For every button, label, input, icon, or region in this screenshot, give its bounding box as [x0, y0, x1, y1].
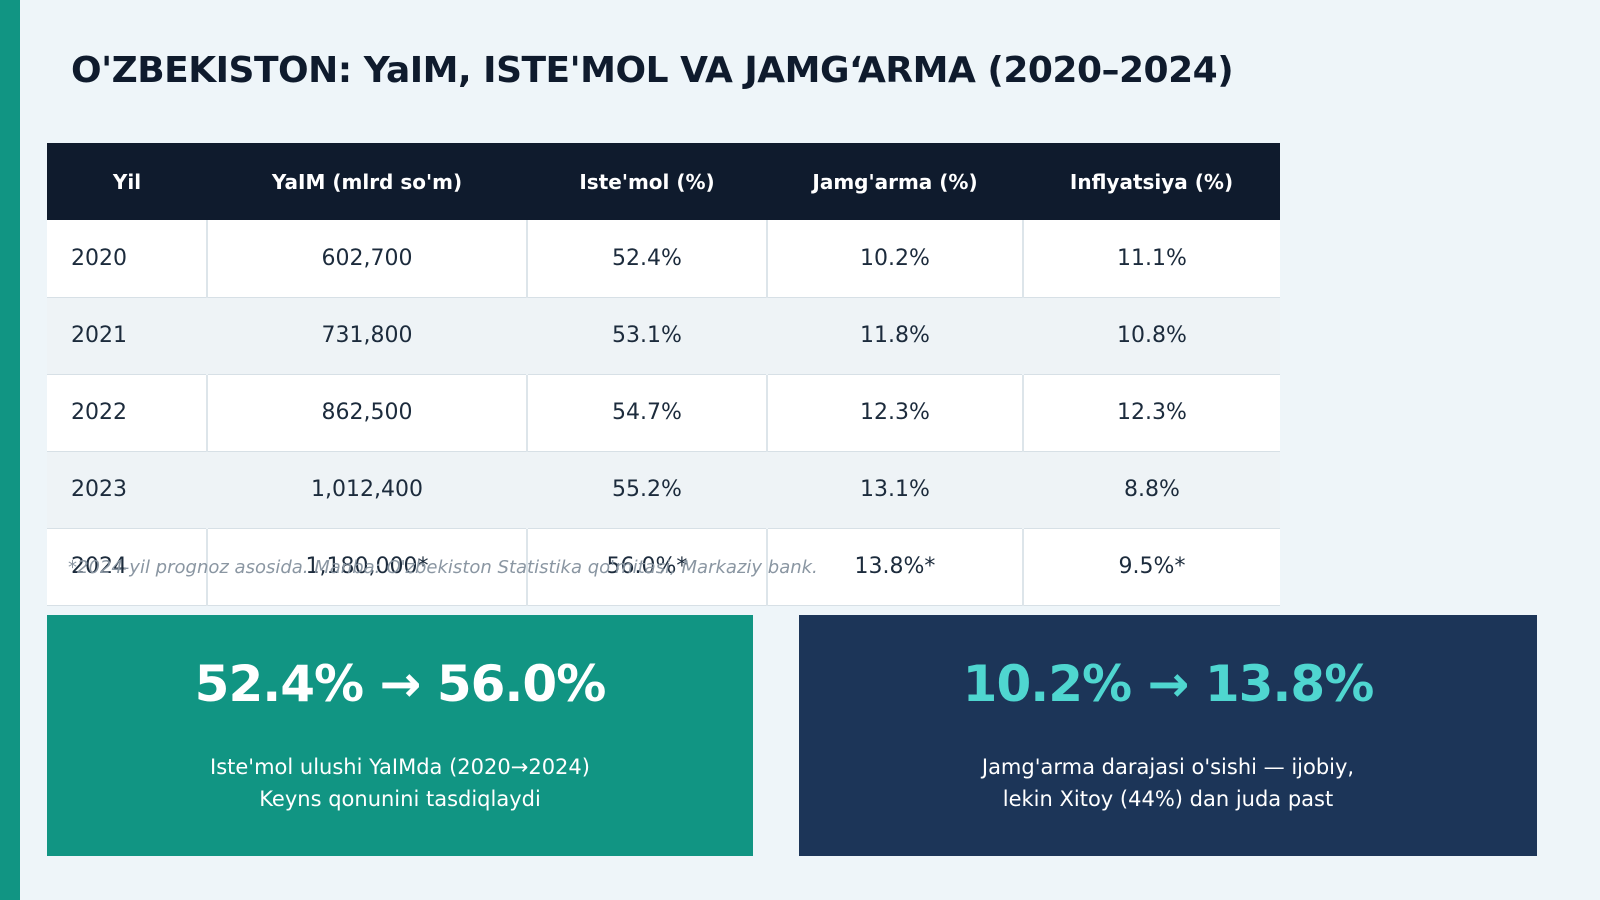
data-table-container: Yil YaIM (mlrd so'm) Iste'mol (%) Jamg'a…	[47, 143, 1280, 606]
header-consumption: Iste'mol (%)	[579, 169, 715, 194]
cell-savings: 13.1%	[767, 451, 1024, 529]
cell-savings: 13.8%*	[767, 528, 1024, 606]
table-row: 2024 1,180,000* 56.0%* 13.8%* 9.5%*	[47, 528, 1280, 606]
cell-savings: 12.3%	[767, 374, 1024, 452]
savings-summary-card: 10.2% → 13.8% Jamg'arma darajasi o'sishi…	[799, 615, 1537, 856]
cell-inflation: 10.8%	[1023, 297, 1280, 375]
cell-savings: 10.2%	[767, 220, 1024, 298]
cell-consumption: 52.4%	[527, 220, 768, 298]
cell-gdp: 602,700	[207, 220, 528, 298]
cell-gdp: 862,500	[207, 374, 528, 452]
table-row: 2021 731,800 53.1% 11.8% 10.8%	[47, 297, 1280, 375]
table-header-row: Yil YaIM (mlrd so'm) Iste'mol (%) Jamg'a…	[47, 143, 1280, 220]
cell-year: 2020	[47, 220, 208, 298]
header-inflation: Inflyatsiya (%)	[1069, 169, 1234, 194]
cell-year: 2022	[47, 374, 208, 452]
cell-year: 2024	[47, 528, 208, 606]
consumption-summary-card: 52.4% → 56.0% Iste'mol ulushi YaIMda (20…	[47, 615, 753, 856]
cell-inflation: 9.5%*	[1023, 528, 1280, 606]
savings-caption-line-2: lekin Xitoy (44%) dan juda past	[1002, 787, 1334, 811]
savings-caption: Jamg'arma darajasi o'sishi — ijobiy, lek…	[799, 751, 1537, 815]
savings-caption-line-1: Jamg'arma darajasi o'sishi — ijobiy,	[981, 755, 1355, 779]
cell-inflation: 8.8%	[1023, 451, 1280, 529]
cell-year: 2021	[47, 297, 208, 375]
cell-gdp: 1,180,000*	[207, 528, 528, 606]
cell-consumption: 54.7%	[527, 374, 768, 452]
consumption-caption-line-2: Keyns qonunini tasdiqlaydi	[259, 787, 541, 811]
page-title: O'ZBEKISTON: YaIM, ISTE'MOL VA JAMG‘ARMA…	[71, 50, 1234, 91]
cell-consumption: 53.1%	[527, 297, 768, 375]
cell-year: 2023	[47, 451, 208, 529]
cell-inflation: 12.3%	[1023, 374, 1280, 452]
cell-gdp: 731,800	[207, 297, 528, 375]
source-footnote: *2024-yil prognoz asosida. Manba: O'zbek…	[68, 557, 818, 578]
table-row: 2023 1,012,400 55.2% 13.1% 8.8%	[47, 451, 1280, 529]
consumption-caption-line-1: Iste'mol ulushi YaIMda (2020→2024)	[210, 755, 590, 779]
cell-savings: 11.8%	[767, 297, 1024, 375]
cell-consumption: 55.2%	[527, 451, 768, 529]
cell-inflation: 11.1%	[1023, 220, 1280, 298]
economic-data-table: Yil YaIM (mlrd so'm) Iste'mol (%) Jamg'a…	[47, 143, 1280, 606]
header-gdp: YaIM (mlrd so'm)	[271, 169, 463, 194]
consumption-change-figure: 52.4% → 56.0%	[194, 655, 607, 713]
cell-consumption: 56.0%*	[527, 528, 768, 606]
header-savings: Jamg'arma (%)	[812, 169, 978, 194]
table-row: 2022 862,500 54.7% 12.3% 12.3%	[47, 374, 1280, 452]
consumption-caption: Iste'mol ulushi YaIMda (2020→2024) Keyns…	[47, 751, 753, 815]
table-row: 2020 602,700 52.4% 10.2% 11.1%	[47, 220, 1280, 298]
accent-bar	[0, 0, 20, 900]
cell-gdp: 1,012,400	[207, 451, 528, 529]
header-year: Yil	[112, 169, 142, 194]
savings-change-figure: 10.2% → 13.8%	[962, 655, 1375, 713]
